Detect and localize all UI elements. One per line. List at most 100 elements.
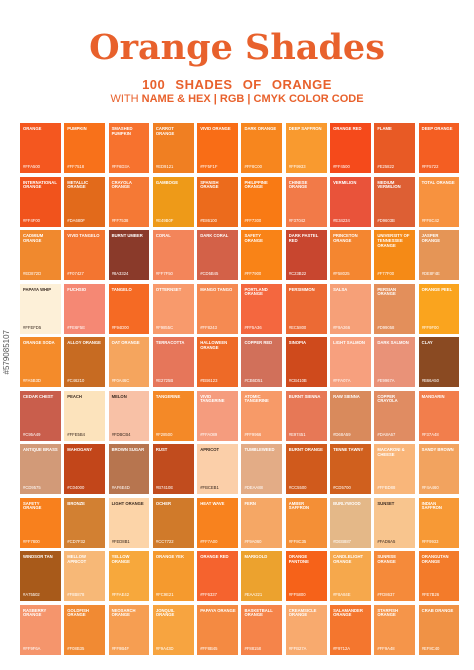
swatch-codes: #CB410B: [289, 379, 325, 384]
color-swatch: RUST #B7410E: [152, 444, 194, 494]
swatch-name: HALLOWEEN ORANGE: [200, 340, 228, 350]
color-swatch: ORANGE PEEL #FF9F00: [418, 283, 460, 334]
swatch-name: HEAT WAVE: [200, 500, 225, 506]
color-swatch: JONQUIL ORANGE #F9A43D: [152, 604, 194, 655]
swatch-name: ORANGE RED: [333, 126, 362, 131]
color-swatch: SINOPIA #CB410B: [285, 337, 327, 387]
color-swatch: CADMIUM ORANGE #ED872D: [20, 230, 61, 280]
swatch-codes: #F58025: [333, 272, 369, 277]
swatch-hex: #F9A060: [244, 539, 262, 544]
swatch-codes: #FFE5B4: [67, 433, 103, 438]
swatch-name: GOLDFISH ORANGE: [67, 607, 89, 618]
color-swatch: CLAY #B66A50: [418, 337, 460, 387]
swatch-codes: #FF6337: [200, 593, 236, 598]
color-swatch: RAW SIENNA #D68A59: [330, 390, 371, 441]
color-swatch: PERSIMMON #EC5800: [285, 283, 327, 334]
swatch-hex: #FD8637: [377, 593, 395, 598]
swatch-hex: #DA680F: [67, 218, 85, 223]
swatch-hex: #FF7518: [67, 165, 85, 170]
swatch-name: ORANGE YEK: [155, 554, 184, 559]
swatch-hex: #C95A49: [23, 432, 41, 437]
color-swatch: BURLYWOOD #DEB887: [330, 497, 371, 548]
swatch-codes: #FF8B45: [200, 647, 236, 652]
swatch-name: SALAMANDER ORANGE: [333, 607, 363, 618]
swatch-codes: #FF9A48: [377, 647, 413, 652]
swatch-hex: #E25822: [377, 165, 395, 170]
swatch-hex: #FFA089: [200, 432, 218, 437]
swatch-codes: #FFA500: [23, 165, 59, 170]
swatch-codes: #C04000: [67, 486, 103, 491]
color-swatch: METALLIC ORANGE #DA680F: [64, 176, 106, 227]
swatch-name: SUNRISE ORANGE: [377, 554, 396, 564]
color-swatch: COPPER RED #CB6D51: [241, 337, 283, 387]
swatch-codes: #FF6D3A: [112, 165, 148, 170]
swatch-codes: #FF9F00: [422, 326, 458, 331]
swatch-hex: #CC5500: [288, 486, 307, 491]
swatch-codes: #F0A46C: [112, 379, 148, 384]
swatch-hex: #FF4F00: [23, 218, 40, 223]
swatch-hex: #CD5B45: [200, 272, 219, 277]
swatch-hex: #C04000: [67, 486, 85, 491]
swatch-name: FLAME: [377, 126, 392, 131]
color-swatch: ORANGE #FFA500: [20, 123, 61, 173]
swatch-codes: #FF7518: [67, 165, 103, 170]
color-swatch: OAT ORANGE #F0A46C: [108, 337, 150, 387]
swatch-name: TANGERINE: [155, 393, 181, 399]
swatch-hex: #FE6F5E: [67, 325, 85, 330]
swatch-hex: #FFA500: [23, 165, 40, 170]
swatch-name: MACARONI & CHEESE: [377, 447, 405, 457]
color-swatch: LIGHT SALMON #FFA07A: [330, 337, 371, 387]
swatch-codes: #B66A50: [422, 379, 458, 384]
swatch-hex: #F8A84E: [333, 593, 351, 598]
color-swatch: INTERNATIONAL ORANGE #FF4F00: [20, 176, 61, 227]
color-swatch: BURNT UMBER #8A3324: [108, 230, 150, 280]
swatch-codes: #FF5A36: [244, 326, 280, 331]
swatch-name: ORANGUTAN ORANGE: [421, 554, 449, 564]
swatch-codes: #FE6F5E: [67, 326, 103, 331]
color-swatch: WINDSOR TAN #A75502: [20, 551, 61, 601]
swatch-hex: #E2725B: [155, 379, 174, 384]
swatch-hex: #FF7538: [111, 218, 129, 223]
swatch-hex: #FF8C35: [288, 539, 307, 544]
swatch-hex: #FF8C42: [421, 218, 440, 223]
swatch-name: MEDIUM VERMILION: [377, 179, 401, 190]
swatch-name: FERN: [244, 500, 256, 506]
swatch-hex: #D9603B: [377, 218, 395, 223]
swatch-name: ORANGE RED: [200, 554, 229, 559]
color-swatch: SALSA #F9A266: [330, 283, 371, 334]
swatch-hex: #FF6D3A: [111, 165, 130, 170]
swatch-hex: #FF7300: [244, 218, 262, 223]
color-swatch: DEEP SAFFRON #FF9933: [285, 123, 327, 173]
swatch-name: SPANISH ORANGE: [200, 179, 219, 190]
swatch-codes: #FF9966: [244, 433, 280, 438]
swatch-codes: #CD5B45: [200, 272, 236, 277]
color-swatch: BURNT ORANGE #CC5500: [285, 444, 327, 494]
swatch-name: DARK PASTEL RED: [288, 233, 319, 243]
swatch-hex: #ED9121: [155, 165, 174, 170]
swatch-codes: #EB6123: [200, 379, 236, 384]
swatch-hex: #FE7B26: [421, 593, 440, 598]
swatch-name: MARIGOLD: [244, 554, 268, 559]
swatch-hex: #EF8C40: [421, 646, 440, 651]
color-swatch: DARK SALMON #E9967A: [374, 337, 416, 387]
swatch-codes: #FF9B4F: [112, 647, 148, 652]
swatch-name: BROWN SUGAR: [111, 447, 145, 452]
swatch-hex: #F9A43D: [155, 646, 174, 651]
swatch-hex: #FC9E21: [155, 593, 174, 598]
swatch-codes: #CB6D51: [244, 379, 280, 384]
color-swatch: ORANGE RED #FF6337: [197, 551, 238, 601]
swatch-name: UNIVERSITY OF TENNESSEE ORANGE: [377, 233, 410, 248]
swatch-hex: #DA8A67: [377, 432, 396, 437]
swatch-name: RAW SIENNA: [333, 393, 360, 399]
swatch-hex: #B66A50: [421, 379, 439, 384]
color-swatch: CHINESE ORANGE #F37042: [285, 176, 327, 227]
subtitle-text: SHADES OF ORANGE: [175, 77, 332, 92]
swatch-codes: #8A3324: [112, 272, 148, 277]
swatch-hex: #E9967A: [377, 379, 395, 384]
swatch-hex: #D99058: [377, 325, 395, 330]
swatch-name: VERMILION: [333, 179, 357, 185]
swatch-hex: #A75502: [23, 593, 40, 598]
swatch-codes: #FED8B1: [112, 540, 148, 545]
swatch-name: RUST: [155, 447, 168, 452]
swatch-name: VIVID ORANGE: [200, 126, 231, 131]
